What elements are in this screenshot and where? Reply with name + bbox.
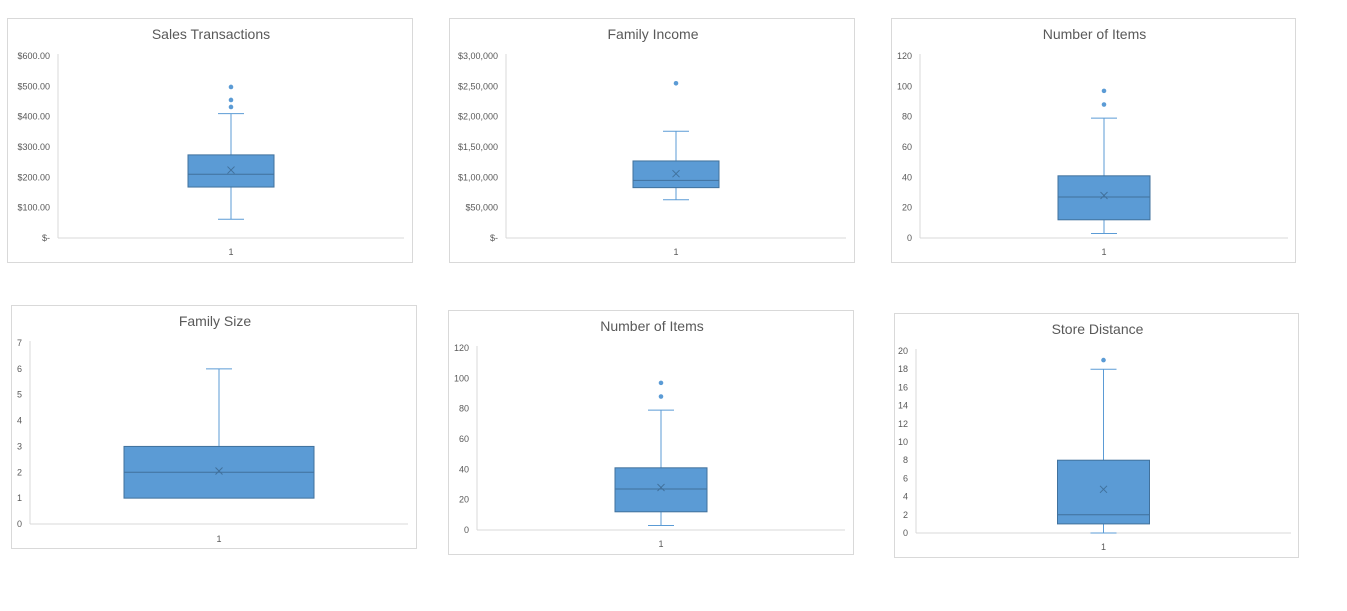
mean-marker	[227, 166, 235, 174]
y-tick-label: 80	[459, 404, 469, 414]
y-tick-label: 14	[898, 401, 908, 411]
outlier-point	[228, 84, 234, 90]
chart-family-income: Family Income $3,00,000 $2,50,000 $2,00,000…	[458, 26, 846, 257]
y-tick-label: $3,00,000	[458, 51, 498, 61]
y-tick-label: $300.00	[17, 142, 50, 152]
y-tick-label: $50,000	[465, 203, 498, 213]
y-tick-label: 60	[902, 142, 912, 152]
y-tick-label: 120	[454, 343, 469, 353]
chart-title: Family Size	[179, 313, 252, 329]
y-tick-label: 5	[17, 390, 22, 400]
box-iqr	[187, 154, 275, 188]
y-tick-label: 20	[459, 495, 469, 505]
y-tick-label: 10	[898, 437, 908, 447]
outlier-point	[228, 97, 234, 103]
outlier-point	[1101, 88, 1107, 94]
x-category-label: 1	[673, 247, 678, 257]
y-tick-label: $-	[490, 233, 498, 243]
box-iqr	[1057, 459, 1150, 525]
y-tick-label: $400.00	[17, 112, 50, 122]
y-tick-label: 0	[17, 519, 22, 529]
y-tick-label: 40	[459, 464, 469, 474]
chart-title: Number of Items	[600, 318, 703, 334]
y-tick-label: 20	[898, 346, 908, 356]
outlier-point	[228, 104, 234, 110]
y-tick-label: $1,00,000	[458, 172, 498, 182]
y-tick-label: 0	[907, 233, 912, 243]
y-tick-label: 2	[903, 510, 908, 520]
y-tick-label: $2,50,000	[458, 81, 498, 91]
chart-panel-store-distance: Store Distance 20 18 16 14 12 10 8 6 4 2 0 1	[894, 313, 1299, 558]
x-category-label: 1	[1101, 542, 1106, 552]
y-tick-label: 60	[459, 434, 469, 444]
y-tick-label: 100	[454, 373, 469, 383]
y-tick-label: $100.00	[17, 203, 50, 213]
y-tick-label: 2	[17, 467, 22, 477]
chart-panel-family-income: Family Income $3,00,000 $2,50,000 $2,00,000…	[449, 18, 855, 263]
y-tick-label: 8	[903, 455, 908, 465]
chart-title: Sales Transactions	[152, 26, 270, 42]
chart-panel-number-of-items-top: Number of Items 120 100 80 60 40 20 0 1	[891, 18, 1296, 263]
chart-title: Number of Items	[1043, 26, 1146, 42]
mean-marker	[1100, 191, 1108, 200]
y-tick-label: 20	[902, 203, 912, 213]
chart-panel-family-size: Family Size 7 6 5 4 3 2 1 0 1	[11, 305, 417, 549]
x-category-label: 1	[658, 539, 663, 549]
chart-panel-sales-transactions: Sales Transactions $600.00 $500.00 $400.00 $…	[7, 18, 413, 263]
y-tick-label: 4	[903, 492, 908, 502]
mean-marker	[215, 467, 223, 475]
y-tick-label: 1	[17, 493, 22, 503]
y-tick-label: $1,50,000	[458, 142, 498, 152]
y-tick-label: 6	[903, 473, 908, 483]
chart-title: Store Distance	[1052, 321, 1144, 337]
box-iqr	[1057, 175, 1151, 221]
y-tick-label: 80	[902, 112, 912, 122]
box-iqr	[614, 467, 708, 513]
mean-marker	[657, 483, 665, 492]
y-tick-label: 18	[898, 364, 908, 374]
x-category-label: 1	[216, 534, 221, 544]
chart-panel-number-of-items-bottom: Number of Items 120 100 80 60 40 20 0 1	[448, 310, 854, 555]
mean-marker	[1099, 485, 1108, 494]
y-tick-label: 4	[17, 416, 22, 426]
x-category-label: 1	[228, 247, 233, 257]
x-category-label: 1	[1101, 247, 1106, 257]
y-tick-label: $2,00,000	[458, 112, 498, 122]
outlier-point	[673, 81, 679, 86]
y-tick-label: 7	[17, 338, 22, 348]
outlier-point	[1101, 357, 1106, 363]
outlier-point	[1101, 102, 1107, 107]
y-tick-label: 100	[897, 81, 912, 91]
chart-sales-transactions: Sales Transactions $600.00 $500.00 $400.00 $…	[17, 26, 404, 257]
y-tick-label: 120	[897, 51, 912, 61]
chart-family-size: Family Size 7 6 5 4 3 2 1 0 1	[17, 313, 408, 544]
y-tick-label: $200.00	[17, 172, 50, 182]
y-tick-label: 16	[898, 382, 908, 392]
outlier-point	[658, 380, 664, 386]
chart-number-of-items-bottom: Number of Items 120 100 80 60 40 20 0 1	[454, 318, 845, 549]
chart-title: Family Income	[607, 26, 698, 42]
y-tick-label: 0	[903, 528, 908, 538]
y-tick-label: 6	[17, 364, 22, 374]
y-tick-label: $-	[42, 233, 50, 243]
chart-number-of-items-top: Number of Items 120 100 80 60 40 20 0 1	[897, 26, 1288, 257]
y-tick-label: 40	[902, 172, 912, 182]
outlier-point	[658, 394, 664, 399]
y-tick-label: 3	[17, 441, 22, 451]
y-tick-label: 0	[464, 525, 469, 535]
y-tick-label: $500.00	[17, 81, 50, 91]
mean-marker	[672, 169, 680, 178]
y-tick-label: $600.00	[17, 51, 50, 61]
y-tick-label: 12	[898, 419, 908, 429]
